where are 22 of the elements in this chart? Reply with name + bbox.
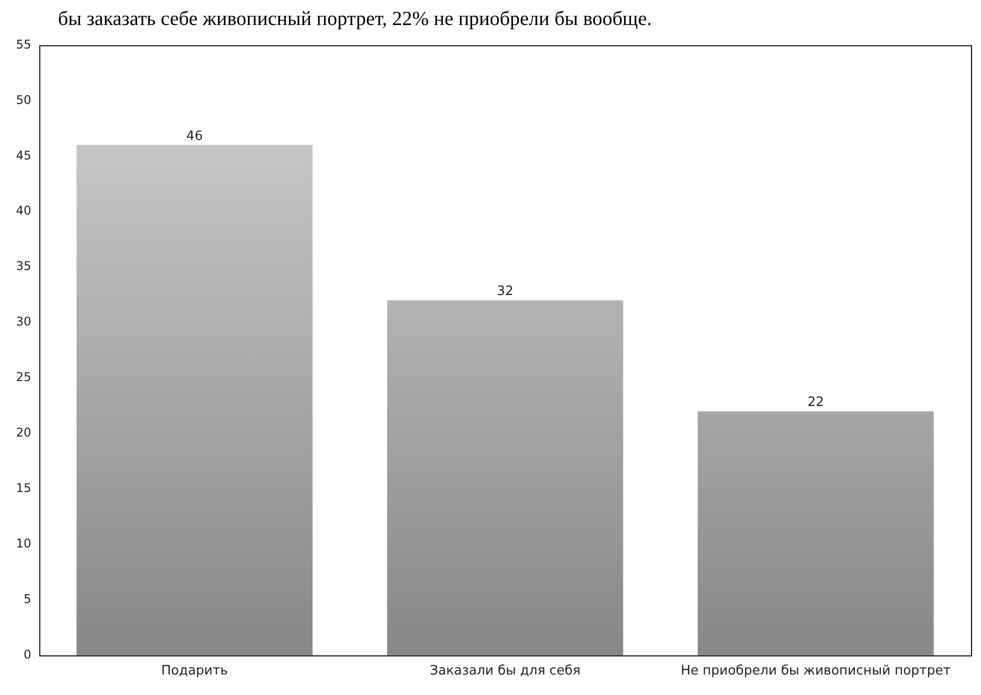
y-tick-label: 55: [16, 37, 32, 52]
bar: [76, 145, 313, 656]
y-tick-label: 25: [16, 370, 32, 384]
data-label: 46: [186, 128, 203, 144]
text: бы заказать себе живописный портрет, 22% не приобрели бы вообще.: [57, 8, 653, 30]
y-tick-label: 10: [16, 536, 32, 551]
y-tick-label: 0: [24, 648, 32, 662]
y-tick-label: 35: [16, 259, 32, 274]
y-tick-label: 15: [16, 481, 32, 496]
data-label: 32: [496, 284, 514, 300]
data-label: 22: [807, 395, 824, 410]
y-tick-label: 5: [24, 592, 32, 606]
y-tick-label: 30: [16, 314, 32, 329]
x-tick-label: Не приобрели бы живописный портрет: [680, 664, 952, 679]
y-tick-label: 45: [16, 148, 32, 162]
y-tick-label: 50: [16, 92, 32, 107]
bar: [698, 411, 934, 656]
x-tick-label: Подарить: [161, 664, 228, 679]
y-tick-label: 20: [16, 426, 32, 440]
bar: [387, 300, 624, 656]
x-tick-label: Заказали бы для себя: [430, 664, 580, 679]
y-tick-label: 40: [16, 204, 32, 218]
